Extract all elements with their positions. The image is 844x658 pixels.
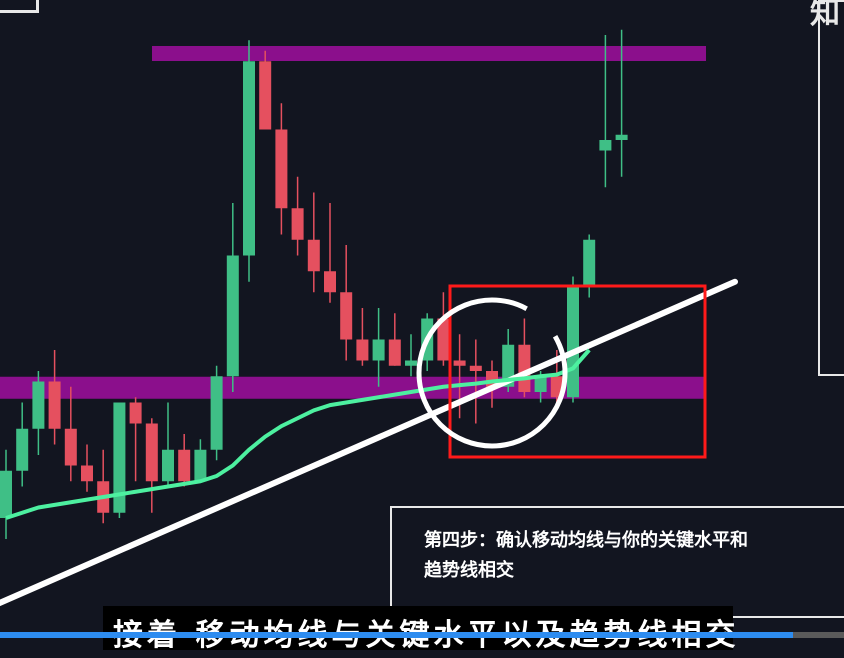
candle-body <box>437 318 450 361</box>
candle-down <box>356 308 369 366</box>
candle-up <box>615 29 628 177</box>
step-note-box: 第四步：确认移动均线与你的关键水平和 趋势线相交 <box>390 506 844 618</box>
candle-body <box>194 449 207 482</box>
candle-body <box>291 208 304 240</box>
candle-body <box>388 339 401 366</box>
candle-body <box>567 287 579 398</box>
candle-body <box>583 239 596 287</box>
candle-body <box>340 292 353 340</box>
candle-up <box>226 203 239 392</box>
candle-body <box>405 360 417 366</box>
candle-down <box>48 350 61 445</box>
candle-body <box>129 402 142 424</box>
candle-body <box>210 376 223 450</box>
video-progress-track[interactable] <box>0 632 844 638</box>
candle-down <box>324 203 336 303</box>
candle-body <box>16 428 29 471</box>
candle-down <box>518 318 531 398</box>
candle-up <box>372 308 385 387</box>
candle-body <box>324 271 336 293</box>
candle-body <box>145 423 158 482</box>
candle-up <box>243 40 255 282</box>
candle-down <box>388 313 401 366</box>
corner-frame <box>0 0 39 13</box>
candle-down <box>307 192 320 293</box>
candle-body <box>226 255 239 377</box>
candle-body <box>48 381 61 429</box>
step-note-text: 第四步：确认移动均线与你的关键水平和 趋势线相交 <box>424 526 844 586</box>
candle-body <box>469 365 482 371</box>
candle-body <box>259 61 272 130</box>
candle-up <box>405 334 417 377</box>
candle-body <box>356 339 369 361</box>
candle-up <box>162 402 174 487</box>
candle-body <box>0 470 12 518</box>
key-level-band <box>152 46 706 61</box>
candle-up <box>599 35 612 188</box>
candle-up <box>210 365 223 461</box>
side-glyph: 知 <box>810 0 840 31</box>
candle-body <box>178 449 191 482</box>
candle-body <box>162 449 174 482</box>
candle-up <box>32 371 45 455</box>
candle-down <box>469 339 482 424</box>
candle-body <box>550 376 563 398</box>
side-panel: 知 <box>810 0 844 376</box>
candle-body <box>372 339 385 361</box>
key-level-band <box>0 376 706 399</box>
candle-body <box>307 239 320 272</box>
candle-body <box>275 129 288 209</box>
candle-body <box>32 381 45 429</box>
candle-down <box>275 103 288 235</box>
candle-body <box>453 360 466 366</box>
candle-down <box>340 245 353 361</box>
candle-down <box>145 418 158 513</box>
candle-down <box>81 444 93 492</box>
moving-average-line <box>5 348 591 520</box>
candle-up <box>583 234 596 298</box>
candle-up <box>0 449 12 539</box>
candle-up <box>194 439 207 482</box>
candle-down <box>97 449 110 524</box>
trendline <box>0 278 738 607</box>
candle-body <box>243 61 255 256</box>
candle-down <box>129 397 142 482</box>
candle-up <box>113 402 126 518</box>
highlight-box <box>448 284 707 459</box>
candle-up <box>16 402 29 487</box>
candle-down <box>178 434 191 487</box>
candle-body <box>534 376 547 392</box>
candle-down <box>291 176 304 256</box>
candle-body <box>599 140 612 151</box>
candle-body <box>81 465 93 482</box>
candle-down <box>64 386 77 482</box>
candle-up <box>567 276 579 403</box>
step-note-line-1: 第四步：确认移动均线与你的关键水平和 <box>424 530 748 551</box>
candle-body <box>615 134 628 140</box>
intersection-circle <box>416 297 568 449</box>
subtitle-bar: 接着 移动均线与关键水平以及趋势线相交 <box>103 606 735 653</box>
candle-body <box>64 428 77 466</box>
candle-down <box>259 50 272 130</box>
candle-down <box>437 292 450 366</box>
step-note-line-2: 趋势线相交 <box>424 560 514 581</box>
candle-body <box>113 402 126 513</box>
candle-body <box>518 344 531 392</box>
video-progress-fill <box>0 632 794 638</box>
key-level-bands <box>0 46 706 399</box>
